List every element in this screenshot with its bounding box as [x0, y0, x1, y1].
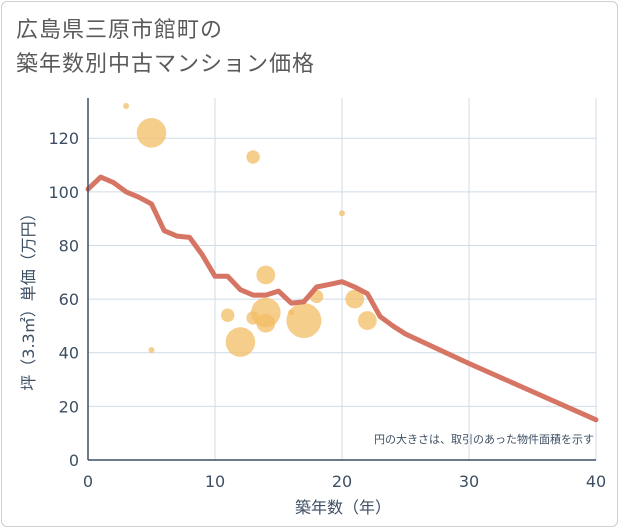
- chart-title: 広島県三原市館町の 築年数別中古マンション価格: [16, 14, 315, 82]
- y-tick-60: 60: [59, 290, 79, 309]
- chart-title-line-2: 築年数別中古マンション価格: [16, 52, 316, 77]
- bubble-0: [123, 103, 130, 110]
- bubble-11: [286, 303, 322, 339]
- bubble-15: [358, 311, 377, 330]
- x-tick-40: 40: [586, 472, 606, 491]
- chart-title-line-1: 広島県三原市館町の: [16, 18, 224, 43]
- bubble-5: [246, 150, 260, 164]
- trend-series: [85, 174, 599, 423]
- x-tick-20: 20: [332, 472, 352, 491]
- grid-lines: [88, 98, 597, 460]
- bubble-9: [256, 313, 276, 333]
- bubble-7: [256, 265, 276, 285]
- trend-line: [85, 174, 599, 423]
- x-tick-10: 10: [205, 472, 225, 491]
- x-tick-0: 0: [83, 472, 93, 491]
- bubble-14: [345, 289, 365, 309]
- bubble-3: [221, 308, 235, 322]
- y-tick-120: 120: [48, 129, 79, 148]
- x-axis-label: 築年数（年）: [295, 498, 391, 517]
- y-tick-100: 100: [48, 183, 79, 202]
- y-tick-0: 0: [69, 451, 79, 470]
- y-tick-80: 80: [59, 236, 79, 255]
- x-tick-30: 30: [459, 472, 479, 491]
- y-tick-20: 20: [59, 397, 79, 416]
- size-annotation: 円の大きさは、取引のあった物件面積を示す: [374, 432, 594, 446]
- bubble-13: [339, 210, 345, 217]
- tick-labels: 0 10 20 30 40 0 20 40 60 80 100 120: [48, 129, 606, 491]
- y-axis-label: 坪（3.3㎡）単価（万円）: [19, 205, 38, 390]
- y-tick-40: 40: [59, 344, 79, 363]
- bubble-2: [148, 347, 155, 354]
- bubble-1: [136, 118, 167, 148]
- bubble-4: [225, 327, 256, 357]
- axes: [87, 98, 596, 461]
